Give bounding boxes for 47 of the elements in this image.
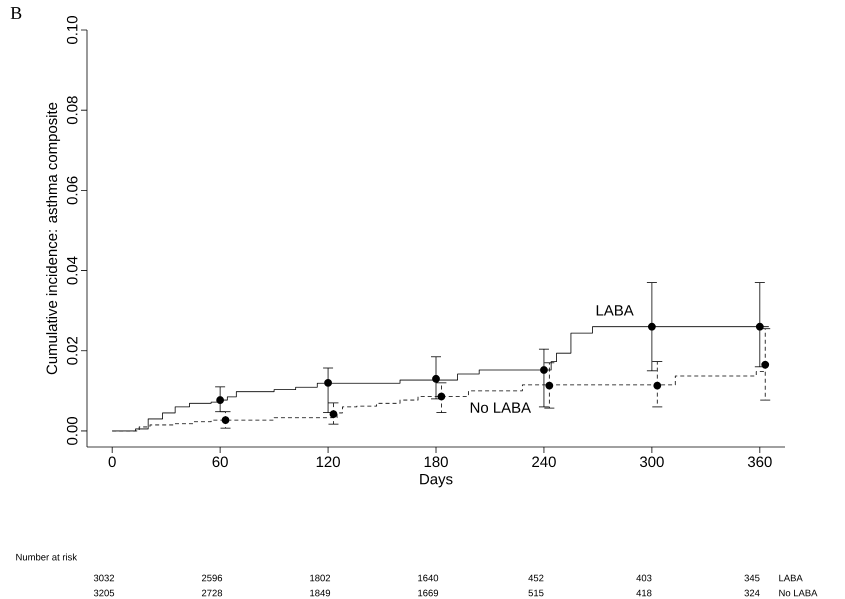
point bbox=[761, 360, 770, 369]
text: 1849 bbox=[310, 590, 330, 596]
text: 1640 bbox=[418, 574, 438, 582]
x-tick-label: 120 bbox=[316, 456, 340, 468]
x-tick-label: 240 bbox=[532, 456, 556, 468]
x-tick-label: 180 bbox=[424, 456, 448, 468]
text: 403 bbox=[636, 574, 652, 582]
text: 345 bbox=[744, 574, 760, 582]
y-tick-label: 0.06 bbox=[66, 176, 78, 204]
text: 1802 bbox=[310, 574, 330, 582]
text: 3032 bbox=[94, 574, 114, 582]
text: LABA bbox=[779, 574, 803, 582]
chart-title: B bbox=[10, 7, 22, 19]
text: 515 bbox=[528, 590, 544, 596]
x-tick-label: 60 bbox=[212, 456, 228, 468]
point bbox=[653, 382, 662, 390]
point bbox=[324, 378, 332, 387]
point bbox=[216, 396, 224, 404]
text: 324 bbox=[744, 590, 760, 596]
series-label: No LABA bbox=[470, 402, 532, 413]
point bbox=[222, 416, 230, 424]
x-tick-label: 300 bbox=[640, 456, 664, 468]
text: 418 bbox=[636, 590, 652, 596]
series-label: LABA bbox=[596, 305, 634, 316]
y-tick-label: 0.02 bbox=[66, 336, 78, 365]
text: 2728 bbox=[202, 590, 222, 596]
point bbox=[756, 322, 764, 331]
y-tick-label: 0.00 bbox=[66, 417, 78, 445]
text: 1669 bbox=[418, 590, 438, 596]
y-tick-label: 0.08 bbox=[66, 96, 78, 124]
y-axis-title: Cumulative incidence: asthma composite bbox=[46, 102, 60, 374]
point bbox=[438, 392, 446, 400]
text: 452 bbox=[528, 574, 544, 582]
point bbox=[545, 382, 554, 390]
point bbox=[540, 366, 548, 374]
text: 3205 bbox=[94, 590, 114, 596]
point bbox=[330, 410, 338, 418]
y-tick-label: 0.10 bbox=[66, 16, 78, 44]
x-tick-label: 360 bbox=[748, 456, 772, 468]
text: 2596 bbox=[202, 574, 222, 582]
point bbox=[648, 322, 656, 331]
y-tick-label: 0.04 bbox=[66, 256, 78, 285]
x-axis-title: Days bbox=[420, 474, 452, 488]
x-tick-label: 0 bbox=[108, 456, 116, 468]
point bbox=[432, 374, 440, 383]
text: No LABA bbox=[779, 590, 818, 596]
text: Number at risk bbox=[16, 554, 78, 560]
